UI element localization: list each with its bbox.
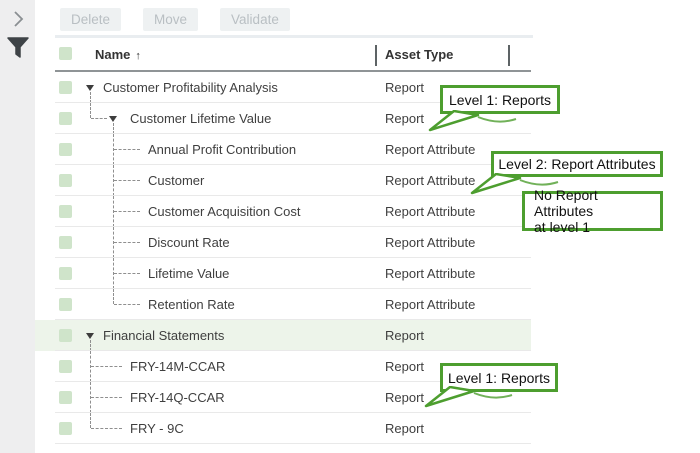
asset-type: Report Attribute — [385, 173, 476, 188]
callout-tail-icon — [424, 386, 513, 408]
asset-type: Report — [385, 111, 425, 126]
table-row[interactable]: FRY - 9C Report — [35, 413, 531, 444]
table-row[interactable]: Financial Statements Report — [35, 320, 531, 351]
tree-branch-line — [91, 428, 122, 429]
asset-type: Report — [385, 359, 425, 374]
delete-button[interactable]: Delete — [60, 8, 122, 31]
asset-name: Customer — [148, 173, 205, 188]
tree-vertical-line — [113, 123, 114, 134]
expand-panel-chevron-icon[interactable] — [9, 8, 27, 30]
asset-name: FRY - 9C — [130, 421, 184, 436]
row-checkbox[interactable] — [59, 360, 72, 373]
column-header-asset-type[interactable]: Asset Type — [385, 47, 454, 62]
asset-type: Report — [385, 421, 425, 436]
row-checkbox[interactable] — [59, 298, 72, 311]
collapse-toggle-icon[interactable] — [109, 116, 117, 122]
tree-branch-line — [114, 211, 140, 212]
tree-vertical-line — [90, 103, 91, 118]
tree-branch-line — [114, 273, 140, 274]
row-checkbox[interactable] — [59, 236, 72, 249]
row-checkbox[interactable] — [59, 143, 72, 156]
tree-vertical-line — [90, 413, 91, 428]
callout-annotation: Level 1: Reports — [440, 85, 560, 114]
tree-branch-line — [114, 304, 140, 305]
move-button[interactable]: Move — [143, 8, 199, 31]
tree-branch-line — [114, 180, 140, 181]
callout-annotation: No Report Attributes at level 1 — [522, 187, 663, 235]
asset-name: Discount Rate — [148, 235, 230, 250]
asset-name: Customer Acquisition Cost — [148, 204, 301, 219]
tree-branch-line — [91, 397, 122, 398]
tree-vertical-line — [113, 227, 114, 258]
row-checkbox[interactable] — [59, 81, 72, 94]
asset-type: Report Attribute — [385, 204, 476, 219]
tree-vertical-line — [90, 340, 91, 351]
asset-name: Customer Lifetime Value — [130, 111, 272, 126]
row-checkbox[interactable] — [59, 174, 72, 187]
tree-branch-line — [114, 149, 140, 150]
row-checkbox[interactable] — [59, 112, 72, 125]
callout-tail-icon — [470, 173, 559, 195]
asset-type: Report — [385, 328, 425, 343]
table-row[interactable]: Retention Rate Report Attribute — [35, 289, 531, 320]
tree-branch-line — [114, 242, 140, 243]
column-resize-handle[interactable] — [508, 45, 510, 66]
table-header: Name ↑ Asset Type — [35, 38, 531, 72]
asset-name: FRY-14Q-CCAR — [130, 390, 225, 405]
asset-name: FRY-14M-CCAR — [130, 359, 226, 374]
table-row[interactable]: Customer Report Attribute — [35, 165, 531, 196]
row-checkbox[interactable] — [59, 422, 72, 435]
table-row[interactable]: Discount Rate Report Attribute — [35, 227, 531, 258]
toolbar-divider — [55, 35, 533, 38]
asset-type: Report Attribute — [385, 142, 476, 157]
asset-type: Report Attribute — [385, 266, 476, 281]
sort-asc-icon: ↑ — [135, 50, 141, 62]
row-checkbox[interactable] — [59, 205, 72, 218]
tree-vertical-line — [113, 165, 114, 196]
row-checkbox[interactable] — [59, 391, 72, 404]
validate-button[interactable]: Validate — [220, 8, 290, 31]
table-row[interactable]: Annual Profit Contribution Report Attribu… — [35, 134, 531, 165]
table-row[interactable]: FRY-14Q-CCAR Report — [35, 382, 531, 413]
row-checkbox[interactable] — [59, 267, 72, 280]
callout-annotation: Level 2: Report Attributes — [491, 151, 663, 177]
select-all-checkbox[interactable] — [59, 47, 72, 60]
asset-table: Name ↑ Asset Type Customer Profitability … — [35, 38, 531, 444]
asset-name: Customer Profitability Analysis — [103, 80, 278, 95]
callout-annotation: Level 1: Reports — [440, 363, 558, 392]
tree-branch-line — [91, 366, 122, 367]
asset-name: Annual Profit Contribution — [148, 142, 297, 157]
callout-tail-icon — [428, 110, 517, 132]
asset-name: Retention Rate — [148, 297, 235, 312]
left-rail — [0, 0, 35, 453]
filter-funnel-icon[interactable] — [7, 37, 29, 61]
tree-vertical-line — [90, 382, 91, 413]
asset-type: Report Attribute — [385, 235, 476, 250]
table-row[interactable]: Customer Acquisition Cost Report Attribut… — [35, 196, 531, 227]
asset-type: Report — [385, 390, 425, 405]
column-resize-handle[interactable] — [375, 45, 377, 66]
tree-vertical-line — [113, 289, 114, 304]
column-header-name[interactable]: Name ↑ — [95, 47, 141, 62]
table-body: Customer Profitability Analysis Report Cus… — [35, 72, 531, 444]
tree-vertical-line — [113, 196, 114, 227]
asset-type: Report Attribute — [385, 297, 476, 312]
collapse-toggle-icon[interactable] — [86, 85, 94, 91]
asset-name: Financial Statements — [103, 328, 225, 343]
row-checkbox[interactable] — [59, 329, 72, 342]
collapse-toggle-icon[interactable] — [86, 333, 94, 339]
tree-vertical-line — [113, 258, 114, 289]
tree-branch-line — [91, 118, 107, 119]
toolbar: Delete Move Validate — [60, 8, 290, 31]
table-row[interactable]: Lifetime Value Report Attribute — [35, 258, 531, 289]
asset-type: Report — [385, 80, 425, 95]
tree-vertical-line — [113, 134, 114, 165]
asset-name: Lifetime Value — [148, 266, 230, 281]
tree-vertical-line — [90, 92, 91, 103]
tree-vertical-line — [90, 351, 91, 382]
